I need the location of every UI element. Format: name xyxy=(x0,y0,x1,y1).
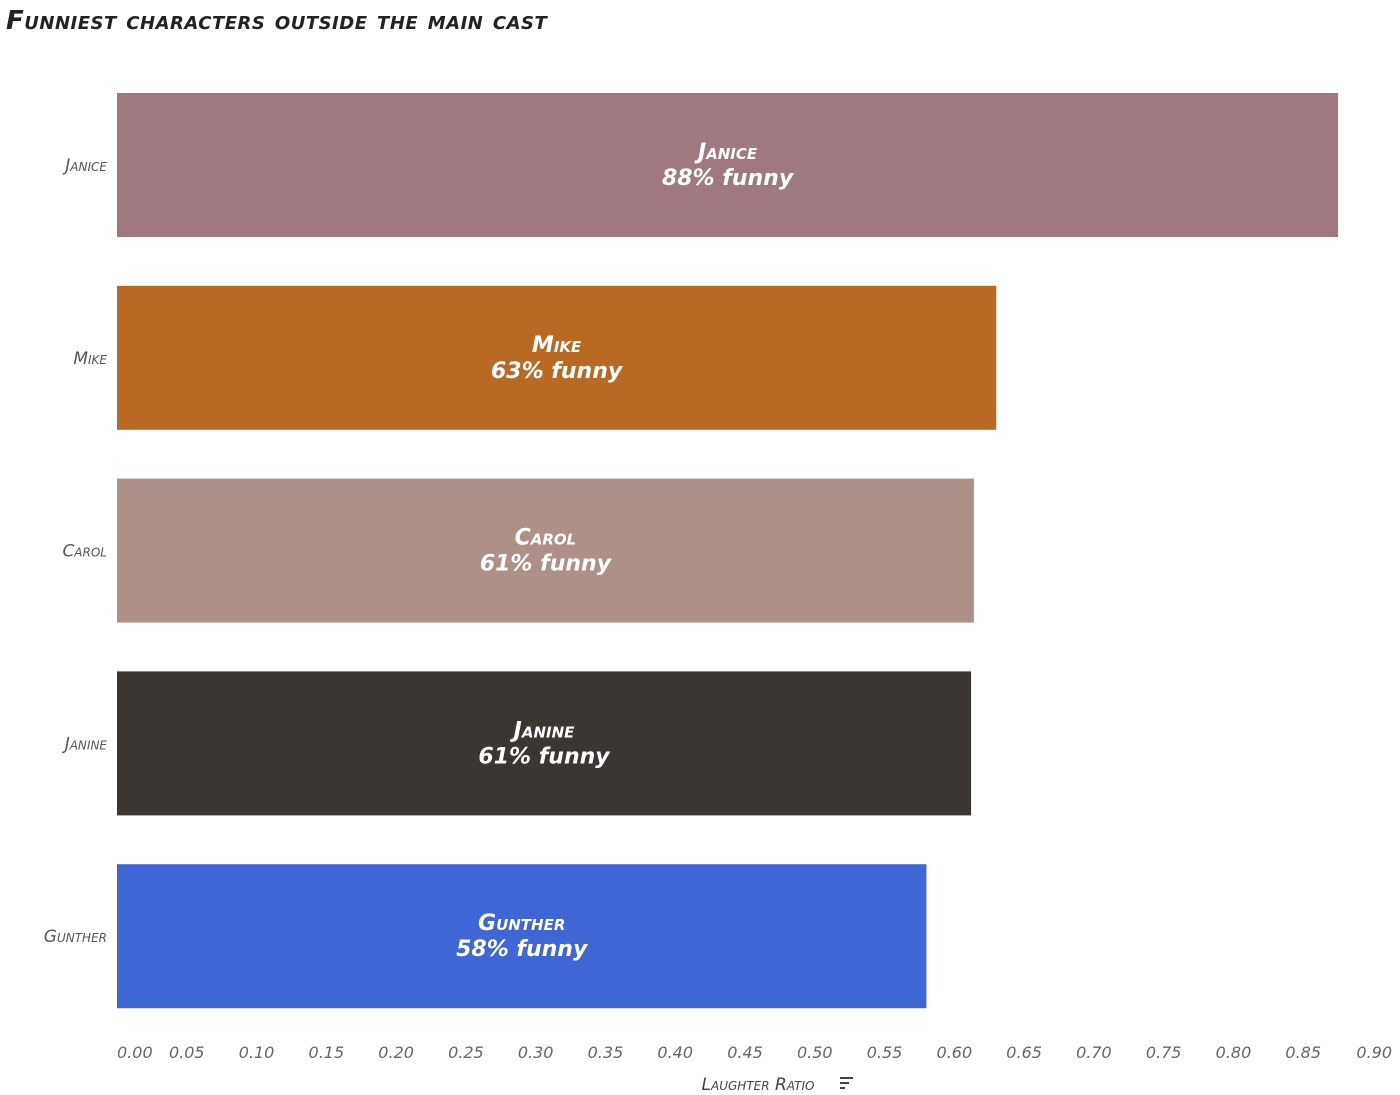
x-axis-ticks: 0.00 0.05 0.10 0.15 0.20 0.25 0.30 0.35 0.40 0.45… xyxy=(117,1043,1392,1062)
x-tick-label: 0.55 xyxy=(867,1043,903,1062)
x-tick-label: 0.60 xyxy=(937,1043,973,1062)
bar-label-name-carol: Carol xyxy=(515,526,577,551)
category-label-janice: Janice xyxy=(62,156,107,176)
bar-label-pct-janine: 61% funny xyxy=(478,744,611,769)
x-axis-title: Laughter Ratio xyxy=(702,1075,815,1095)
x-tick-label: 0.10 xyxy=(239,1043,275,1062)
x-tick-label: 0.65 xyxy=(1006,1043,1042,1062)
x-tick-label: 0.80 xyxy=(1216,1043,1252,1062)
x-tick-label: 0.45 xyxy=(727,1043,763,1062)
x-tick-label: 0.70 xyxy=(1076,1043,1112,1062)
x-tick-label: 0.25 xyxy=(448,1043,484,1062)
bars-layer xyxy=(117,93,1339,1009)
category-label-mike: Mike xyxy=(73,349,107,369)
x-tick-label: 0.75 xyxy=(1146,1043,1182,1062)
category-label-gunther: Gunther xyxy=(44,927,107,947)
x-tick-label: 0.00 xyxy=(117,1043,153,1062)
bar-label-name-janine: Janine xyxy=(510,718,575,743)
x-tick-label: 0.90 xyxy=(1356,1043,1392,1062)
bar-gunther[interactable] xyxy=(117,864,927,1009)
bar-label-pct-janice: 88% funny xyxy=(662,166,795,191)
bar-carol[interactable] xyxy=(117,478,974,623)
bar-label-name-gunther: Gunther xyxy=(478,911,565,936)
x-tick-label: 0.30 xyxy=(518,1043,554,1062)
bar-label-pct-carol: 61% funny xyxy=(480,552,613,577)
bar-label-pct-mike: 63% funny xyxy=(491,359,624,384)
bar-label-pct-gunther: 58% funny xyxy=(456,937,589,962)
category-label-carol: Carol xyxy=(62,542,107,562)
x-tick-label: 0.50 xyxy=(797,1043,833,1062)
x-tick-label: 0.40 xyxy=(657,1043,693,1062)
bar-label-name-mike: Mike xyxy=(532,333,582,358)
bar-mike[interactable] xyxy=(117,285,997,430)
chart-title: Funniest characters outside the main cas… xyxy=(6,6,548,36)
category-labels: Janice Mike Carol Janine Gunther xyxy=(44,156,108,947)
x-axis-title-group: Laughter Ratio xyxy=(702,1075,853,1095)
x-tick-label: 0.15 xyxy=(309,1043,345,1062)
bar-janice[interactable] xyxy=(117,93,1339,237)
x-tick-label: 0.05 xyxy=(169,1043,205,1062)
category-label-janine: Janine xyxy=(62,734,108,754)
x-tick-label: 0.35 xyxy=(588,1043,624,1062)
bar-janine[interactable] xyxy=(117,671,972,816)
sort-descending-icon[interactable] xyxy=(840,1077,853,1089)
x-tick-label: 0.20 xyxy=(378,1043,414,1062)
bar-label-name-janice: Janice xyxy=(694,140,758,165)
x-tick-label: 0.85 xyxy=(1285,1043,1321,1062)
